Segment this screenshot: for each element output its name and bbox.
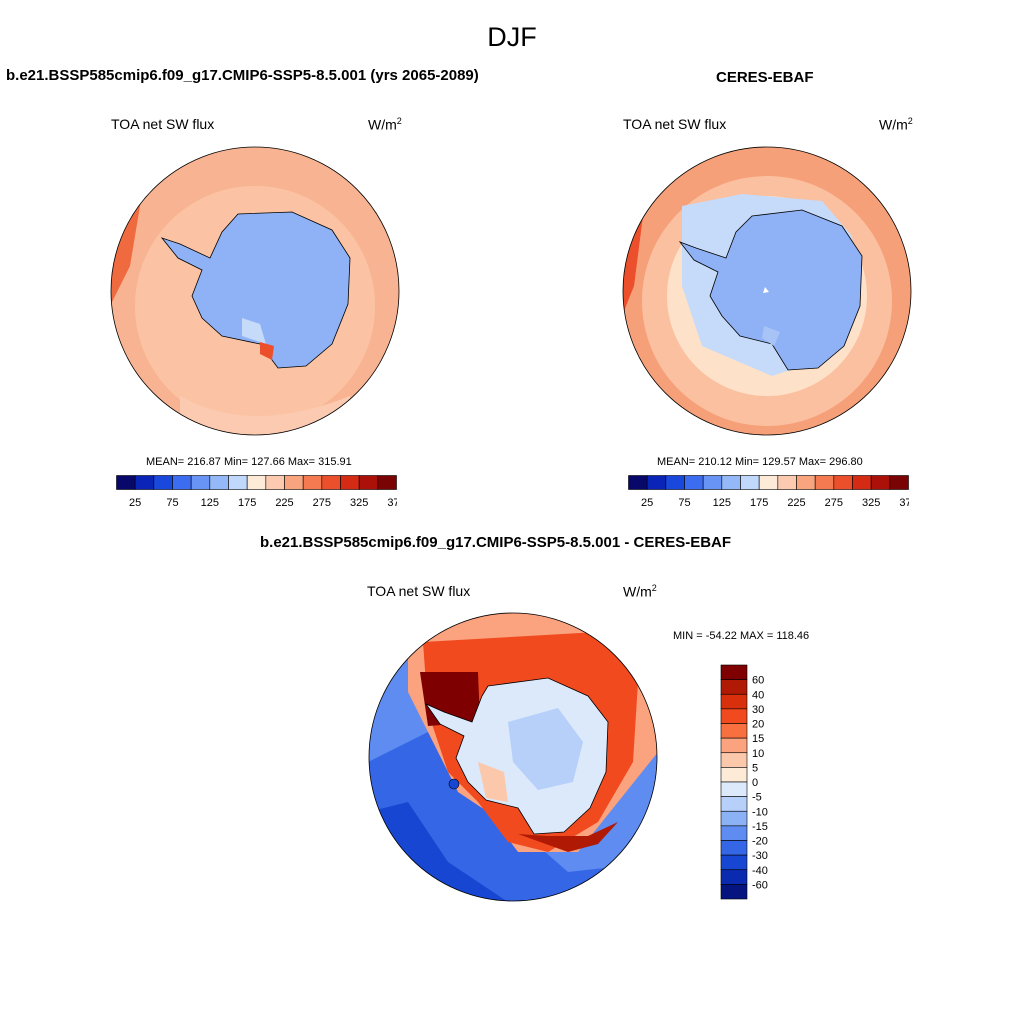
obs-polar-map <box>622 146 912 436</box>
model-colorbar-tick-label: 325 <box>350 497 368 509</box>
obs-colorbar-swatch <box>814 475 835 490</box>
diff-colorbar-tick-label: -60 <box>752 879 768 891</box>
obs-colorbar-swatch <box>721 475 741 490</box>
diff-colorbar-swatch <box>720 708 748 724</box>
diff-colorbar-tick-label: 60 <box>752 675 764 687</box>
obs-colorbar-swatch <box>852 475 872 490</box>
model-colorbar-swatch <box>246 475 267 490</box>
model-colorbar-swatch <box>228 475 248 490</box>
obs-colorbar-swatch <box>665 475 685 490</box>
diff-colorbar-swatch <box>720 796 748 812</box>
diff-polar-map <box>368 612 658 902</box>
diff-colorbar-swatch <box>720 693 748 710</box>
obs-colorbar-swatch <box>740 475 760 490</box>
obs-colorbar-tick-label: 325 <box>862 497 880 509</box>
obs-panel-title: CERES-EBAF <box>716 69 814 86</box>
diff-colorbar-swatch <box>720 767 748 783</box>
diff-colorbar-swatch <box>720 664 748 680</box>
diff-colorbar-tick-label: 20 <box>752 719 764 731</box>
diff-colorbar-tick-label: -40 <box>752 865 768 877</box>
diff-colorbar-tick-label: -30 <box>752 850 768 862</box>
obs-colorbar-swatch <box>628 475 648 490</box>
obs-colorbar-swatch <box>646 475 667 490</box>
obs-units-label: W/m2 <box>879 116 913 133</box>
model-units-label: W/m2 <box>368 116 402 133</box>
diff-colorbar-swatch <box>720 723 748 739</box>
diff-colorbar-tick-label: 15 <box>752 733 764 745</box>
model-colorbar-swatch <box>321 475 341 490</box>
figure-title: DJF <box>487 22 537 52</box>
diff-colorbar-tick-label: 5 <box>752 762 758 774</box>
model-colorbar-tick-label: 75 <box>166 497 178 509</box>
diff-colorbar-swatch <box>720 810 748 827</box>
obs-colorbar-swatch <box>684 475 704 490</box>
diff-panel-title: b.e21.BSSP585cmip6.f09_g17.CMIP6-SSP5-8.… <box>260 534 732 551</box>
obs-colorbar-swatch <box>702 475 723 490</box>
diff-units-label: W/m2 <box>623 583 657 600</box>
obs-colorbar-swatch <box>796 475 816 490</box>
model-colorbar-swatch <box>172 475 192 490</box>
obs-colorbar-tick-label: 275 <box>825 497 843 509</box>
diff-colorbar-tick-label: -20 <box>752 836 768 848</box>
model-colorbar-swatch <box>190 475 211 490</box>
model-colorbar-tick-label: 375 <box>387 497 397 509</box>
obs-colorbar-tick-label: 375 <box>899 497 909 509</box>
model-colorbar-swatch <box>265 475 285 490</box>
obs-colorbar-swatch <box>833 475 853 490</box>
model-colorbar-tick-label: 125 <box>201 497 219 509</box>
diff-colorbar-swatch <box>720 679 748 695</box>
model-colorbar-swatch <box>377 475 397 490</box>
model-polar-map <box>110 146 400 436</box>
diff-colorbar-swatch <box>720 825 748 841</box>
diff-colorbar-swatch <box>720 884 748 900</box>
model-panel-title: b.e21.BSSP585cmip6.f09_g17.CMIP6-SSP5-8.… <box>6 67 479 84</box>
diff-variable-label: TOA net SW flux <box>367 583 471 599</box>
diff-stats: MIN = -54.22 MAX = 118.46 <box>673 630 810 642</box>
diff-colorbar-tick-label: 40 <box>752 689 764 701</box>
diff-colorbar-swatch <box>720 869 748 885</box>
model-stats: MEAN= 216.87 Min= 127.66 Max= 315.91 <box>146 456 352 468</box>
diff-colorbar-tick-label: -5 <box>752 792 762 804</box>
diff-colorbar-swatch <box>720 840 748 856</box>
diff-colorbar-tick-label: 10 <box>752 748 764 760</box>
model-colorbar-swatch <box>209 475 229 490</box>
model-colorbar-swatch <box>134 475 155 490</box>
obs-colorbar-swatch <box>870 475 891 490</box>
diff-colorbar-tick-label: 0 <box>752 777 758 789</box>
obs-colorbar-tick-label: 225 <box>787 497 805 509</box>
obs-colorbar-tick-label: 125 <box>713 497 731 509</box>
diff-colorbar: 60 40 30 20 15 10 5 0 -5 -10 -15 -20 -30 -40 -60 <box>720 664 780 904</box>
model-colorbar-swatch <box>116 475 136 490</box>
model-colorbar-tick-label: 175 <box>238 497 256 509</box>
obs-colorbar-swatch <box>889 475 909 490</box>
obs-colorbar-swatch <box>758 475 779 490</box>
obs-colorbar: 25 75 125 175 225 275 325 375 <box>628 475 918 515</box>
model-variable-label: TOA net SW flux <box>111 116 215 132</box>
diff-colorbar-swatch <box>720 737 748 754</box>
obs-colorbar-tick-label: 75 <box>678 497 690 509</box>
model-colorbar-tick-label: 25 <box>129 497 141 509</box>
model-colorbar: 25 75 125 175 225 275 325 375 <box>116 475 406 515</box>
diff-colorbar-tick-label: -15 <box>752 821 768 833</box>
diff-colorbar-swatch <box>720 752 748 768</box>
obs-colorbar-tick-label: 25 <box>641 497 653 509</box>
model-colorbar-tick-label: 225 <box>275 497 293 509</box>
model-colorbar-tick-label: 275 <box>313 497 331 509</box>
diff-colorbar-tick-label: 30 <box>752 704 764 716</box>
model-colorbar-swatch <box>284 475 304 490</box>
obs-colorbar-swatch <box>777 475 797 490</box>
obs-stats: MEAN= 210.12 Min= 129.57 Max= 296.80 <box>657 456 863 468</box>
model-colorbar-swatch <box>302 475 323 490</box>
model-colorbar-swatch <box>153 475 173 490</box>
obs-variable-label: TOA net SW flux <box>623 116 727 132</box>
obs-colorbar-tick-label: 175 <box>750 497 768 509</box>
model-colorbar-swatch <box>358 475 379 490</box>
diff-colorbar-swatch <box>720 781 748 797</box>
model-colorbar-swatch <box>340 475 360 490</box>
diff-colorbar-tick-label: -10 <box>752 806 768 818</box>
diff-colorbar-swatch <box>720 854 748 871</box>
